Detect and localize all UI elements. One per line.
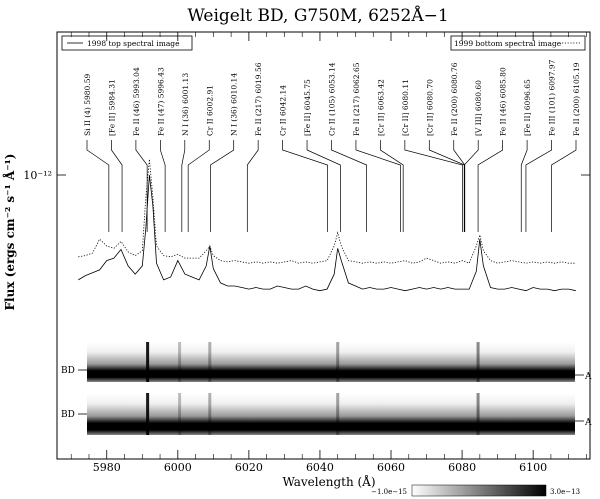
line-id-leader [135, 140, 148, 232]
legend-left-label: 1998 top spectral image [87, 39, 180, 48]
x-axis-ticks: 5980 6000 6020 6040 6060 6080 6100 [93, 32, 547, 474]
line-id-label: [Fe II] 6096.65 [523, 79, 532, 136]
line-id-leader [246, 140, 259, 232]
x-tick-label: 6060 [377, 461, 405, 474]
x-tick-label: 6020 [235, 461, 263, 474]
x-tick-label: 6080 [448, 461, 476, 474]
line-id-label: Fe II (200) 6080.76 [450, 62, 459, 136]
line-id-leader [525, 140, 552, 232]
band-emission-mark [336, 342, 340, 382]
colorbar-min-label: −1.0e−15 [371, 488, 407, 496]
line-id-label: Si II (4) 5980.59 [83, 74, 92, 136]
line-id-label: Cr II (105) 6053.14 [328, 62, 337, 136]
spectral-image-2-left-label: BD [61, 410, 75, 420]
y-axis-label: Flux (ergs cm⁻² s⁻¹ Å⁻¹) [2, 154, 17, 311]
plot-frame [56, 31, 591, 460]
line-identifications: Si II (4) 5980.59 [Fe II] 5984.31 Fe II (4… [83, 59, 581, 232]
line-id-leader [520, 140, 528, 232]
line-id-leader [210, 140, 235, 232]
line-id-label: [Cr II] 6080.70 [425, 79, 434, 136]
line-id-leader [463, 140, 479, 232]
spectral-image-1-band [87, 342, 575, 382]
line-id-label: Fe II (217) 6062.65 [352, 62, 361, 136]
line-id-label: Cr II 6002.91 [205, 85, 214, 136]
band-emission-mark [476, 393, 480, 435]
line-id-label: [Fe II] 6045.75 [303, 79, 312, 136]
y-tick-label: 10⁻¹² [23, 169, 52, 182]
band-emission-mark [336, 393, 340, 435]
line-id-leader [380, 140, 404, 232]
colorbar-gradient [411, 484, 547, 497]
line-id-leader [551, 140, 577, 232]
line-id-label: Fe II (217) 6019.56 [254, 62, 263, 136]
band-emission-mark [208, 342, 212, 382]
series-line-2 [78, 159, 576, 264]
legend-right: 1999 bottom spectral image [450, 35, 586, 51]
band-emission-mark [178, 342, 182, 382]
line-id-label: Fe II (47) 5996.43 [156, 67, 165, 136]
line-id-leader [428, 140, 465, 232]
line-id-leader [160, 140, 166, 232]
spectral-image-2: BD A [61, 393, 592, 435]
legend-left: 1998 top spectral image [61, 35, 193, 51]
band-emission-mark [208, 393, 212, 435]
band-emission-mark [476, 342, 480, 382]
spectral-image-emission-features [146, 342, 480, 435]
line-id-leader [477, 140, 503, 232]
line-id-leader [86, 140, 110, 232]
x-tick-label: 6100 [519, 461, 547, 474]
x-tick-label: 6000 [164, 461, 192, 474]
line-id-leader [355, 140, 401, 232]
chart-title: Weigelt BD, G750M, 6252Å−1 [187, 5, 448, 26]
line-id-label: Cr II 6042.14 [279, 85, 288, 136]
band-emission-mark [146, 342, 150, 382]
spectral-image-1: BD A [61, 342, 592, 382]
x-axis-label: Wavelength (Å) [282, 474, 375, 489]
colorbar: −1.0e−15 3.0e−13 [371, 484, 580, 497]
x-tick-label: 5980 [93, 461, 121, 474]
line-id-label: [V III] 6080.60 [474, 80, 483, 136]
line-id-leader [306, 140, 341, 232]
colorbar-max-label: 3.0e−13 [550, 488, 580, 496]
spectral-image-1-left-label: BD [61, 366, 75, 376]
legend-right-label: 1999 bottom spectral image [454, 39, 562, 48]
line-id-leader [404, 140, 463, 232]
line-id-leader [331, 140, 367, 232]
line-id-label: Fe II (200) 6105.19 [572, 62, 581, 136]
spectral-image-1-right-label: A [584, 372, 592, 382]
line-id-leader [111, 140, 123, 232]
line-id-label: Fe III (101) 6097.97 [548, 59, 557, 136]
line-id-label: N I (36) 6010.14 [230, 73, 239, 136]
minor-ticks [70, 32, 587, 459]
line-id-label: N I (36) 6001.13 [181, 73, 190, 136]
spectral-image-2-right-label: A [584, 418, 592, 428]
x-tick-label: 6040 [306, 461, 334, 474]
line-id-label: [Fe II] 5984.31 [107, 79, 116, 136]
line-id-leader [181, 140, 186, 232]
line-id-label: [Cr II] 6063.42 [376, 79, 385, 136]
series-layer [78, 159, 576, 292]
spectral-image-2-band [87, 393, 575, 435]
line-id-label: Fe II (46) 5993.04 [132, 67, 141, 136]
line-id-label: Fe II (46) 6085.80 [499, 67, 508, 136]
line-id-leader [187, 140, 210, 232]
line-id-label: [Cr II] 6080.11 [401, 79, 410, 136]
series-line-1 [78, 174, 576, 292]
band-emission-mark [146, 393, 150, 435]
band-emission-mark [178, 393, 182, 435]
line-id-leader [453, 140, 466, 232]
line-id-leader [282, 140, 328, 232]
